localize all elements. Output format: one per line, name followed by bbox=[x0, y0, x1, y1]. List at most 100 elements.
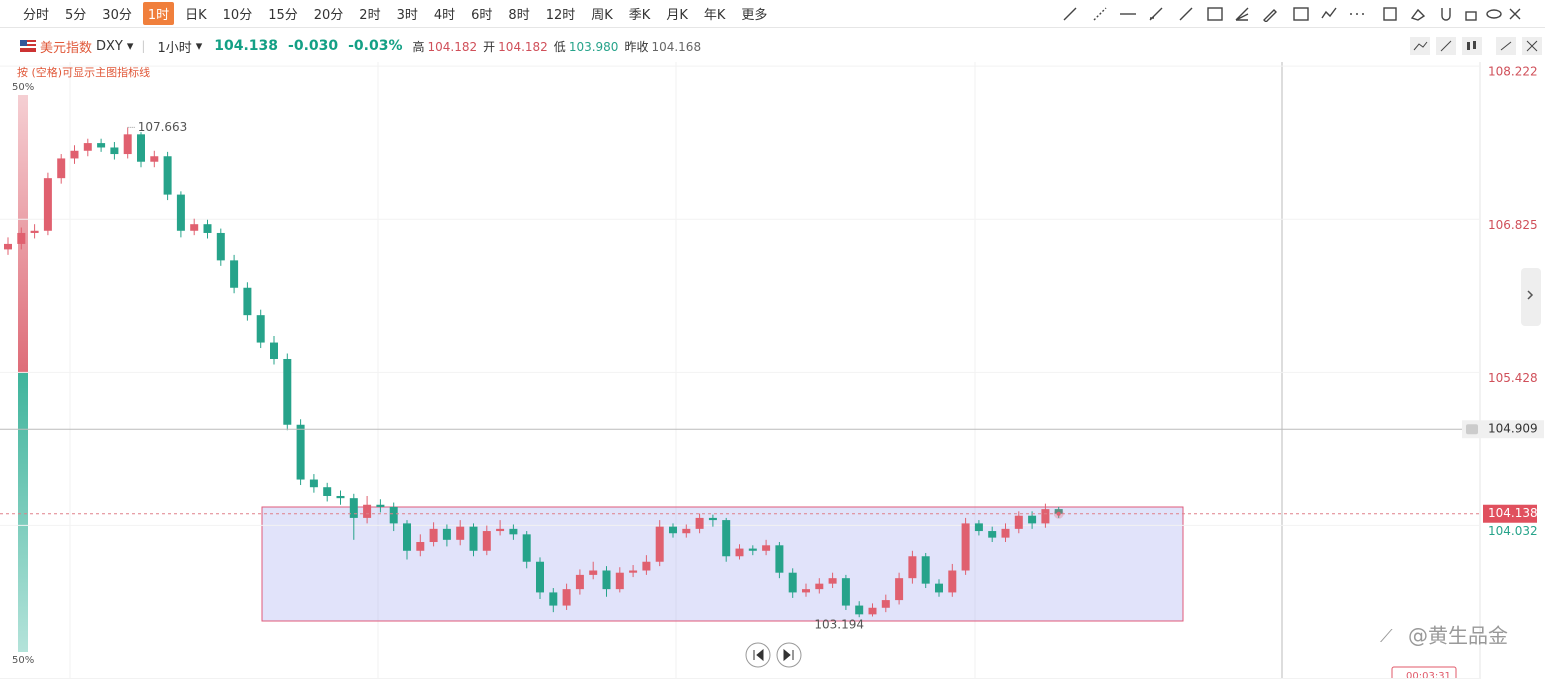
candle-body bbox=[30, 230, 39, 233]
period-tab[interactable]: 月K bbox=[666, 8, 688, 23]
candle-body bbox=[868, 607, 877, 615]
period-tab[interactable]: 20分 bbox=[313, 8, 344, 23]
symbol-name[interactable]: 美元指数 bbox=[40, 40, 93, 56]
candle-body bbox=[456, 526, 465, 540]
candle-body bbox=[496, 528, 505, 532]
period-tab[interactable]: 15分 bbox=[268, 8, 298, 23]
candle-body bbox=[150, 156, 159, 162]
candle-body bbox=[190, 224, 199, 231]
candle-body bbox=[1028, 515, 1037, 524]
candles bbox=[4, 127, 1063, 618]
ratio-label: 50% bbox=[12, 655, 34, 666]
candle-body bbox=[216, 232, 225, 261]
stat-label: 低 bbox=[553, 39, 566, 54]
candle-body bbox=[815, 583, 824, 590]
y-tick-label: 104.032 bbox=[1488, 524, 1538, 538]
candle-body bbox=[802, 589, 810, 593]
period-tab[interactable]: 日K bbox=[185, 8, 207, 23]
candle-body bbox=[4, 243, 12, 250]
crosshair-tag bbox=[1462, 420, 1544, 439]
period-tab[interactable]: 3时 bbox=[396, 8, 418, 23]
candle-body bbox=[256, 315, 265, 343]
stat-label: 开 bbox=[483, 39, 496, 54]
period-tab[interactable]: 5分 bbox=[65, 8, 87, 23]
candle-body bbox=[695, 517, 704, 529]
next-icon bbox=[783, 648, 794, 662]
watermark: @黄生品金 bbox=[1408, 624, 1508, 648]
period-tab[interactable]: 2时 bbox=[359, 8, 381, 23]
watermark-icon: ⟋ bbox=[1380, 626, 1393, 647]
candle-body bbox=[163, 156, 172, 195]
candle-body bbox=[123, 134, 132, 155]
window-tools bbox=[1506, 6, 1544, 26]
tool-button[interactable] bbox=[1410, 37, 1430, 55]
candle-body bbox=[70, 150, 79, 159]
stat-value: 104.182 bbox=[427, 39, 478, 54]
last-price-tag bbox=[1483, 504, 1537, 523]
period-tab[interactable]: 12时 bbox=[545, 8, 576, 23]
candle-body bbox=[536, 561, 544, 593]
candle-body bbox=[403, 523, 411, 551]
side-toggle-icon bbox=[1527, 290, 1534, 300]
candle-body bbox=[881, 600, 890, 608]
period-tab[interactable]: 10分 bbox=[222, 8, 253, 23]
candle-body bbox=[323, 487, 332, 496]
candle-body bbox=[283, 358, 292, 425]
tool-button[interactable] bbox=[1462, 37, 1482, 55]
period-tab[interactable]: 周K bbox=[591, 8, 613, 23]
dropdown[interactable]: ▾ bbox=[195, 38, 203, 54]
candle-body bbox=[629, 570, 638, 573]
candle-body bbox=[336, 495, 345, 499]
candle-body bbox=[309, 479, 318, 488]
candle-body bbox=[562, 589, 571, 606]
dropdown[interactable]: ▾ bbox=[126, 38, 134, 54]
change: -0.030 bbox=[288, 38, 339, 54]
tool-button[interactable] bbox=[1496, 37, 1516, 55]
candle-body bbox=[509, 528, 518, 535]
period[interactable]: 1小时 bbox=[157, 40, 192, 56]
candle-body bbox=[110, 147, 119, 155]
candle-body bbox=[841, 578, 850, 606]
period-tab[interactable]: 分时 bbox=[23, 8, 50, 23]
period-tab[interactable]: 更多 bbox=[741, 8, 768, 23]
price: 104.138 bbox=[214, 38, 279, 54]
candle-body bbox=[83, 143, 92, 151]
tool-button[interactable] bbox=[1436, 37, 1456, 55]
candle-body bbox=[575, 574, 584, 590]
period-tab[interactable]: 4时 bbox=[433, 8, 456, 23]
candle-body bbox=[961, 523, 970, 571]
symbol-code[interactable]: DXY bbox=[96, 38, 123, 54]
close-icon[interactable] bbox=[1506, 6, 1536, 22]
candle-body bbox=[376, 504, 385, 507]
period-tab[interactable]: 8时 bbox=[508, 8, 530, 23]
stat-label: 昨收 bbox=[624, 39, 649, 54]
candle-body bbox=[682, 528, 691, 534]
candle-body bbox=[57, 158, 66, 179]
candle-body bbox=[908, 556, 917, 579]
candle-body bbox=[1041, 509, 1050, 524]
candle-body bbox=[97, 143, 106, 148]
candle-body bbox=[482, 531, 491, 551]
timer-box bbox=[1391, 666, 1457, 679]
ratio-label: 50% bbox=[12, 82, 34, 93]
period-tab[interactable]: 年K bbox=[703, 8, 726, 23]
candle-body bbox=[442, 528, 451, 540]
candle-body bbox=[1001, 528, 1010, 538]
candle-body bbox=[176, 194, 185, 231]
crosshair-label: 104.909 bbox=[1488, 422, 1538, 436]
period-tab[interactable]: 6时 bbox=[471, 8, 493, 23]
candle-body bbox=[988, 531, 997, 538]
candle-body bbox=[775, 545, 784, 573]
grid-vertical bbox=[69, 62, 976, 679]
candle-body bbox=[669, 526, 677, 534]
tool-button[interactable] bbox=[1522, 37, 1542, 55]
stat-value: 103.980 bbox=[568, 39, 619, 54]
period-tab[interactable]: 季K bbox=[628, 8, 651, 23]
period-tab[interactable]: 1时 bbox=[142, 2, 175, 25]
candle-body bbox=[296, 424, 305, 480]
ratio-bar-down bbox=[18, 373, 28, 652]
hint: 按 (空格)可显示主图指标线 bbox=[17, 65, 150, 79]
period-tab[interactable]: 30分 bbox=[102, 8, 132, 23]
candle-body bbox=[270, 342, 278, 359]
